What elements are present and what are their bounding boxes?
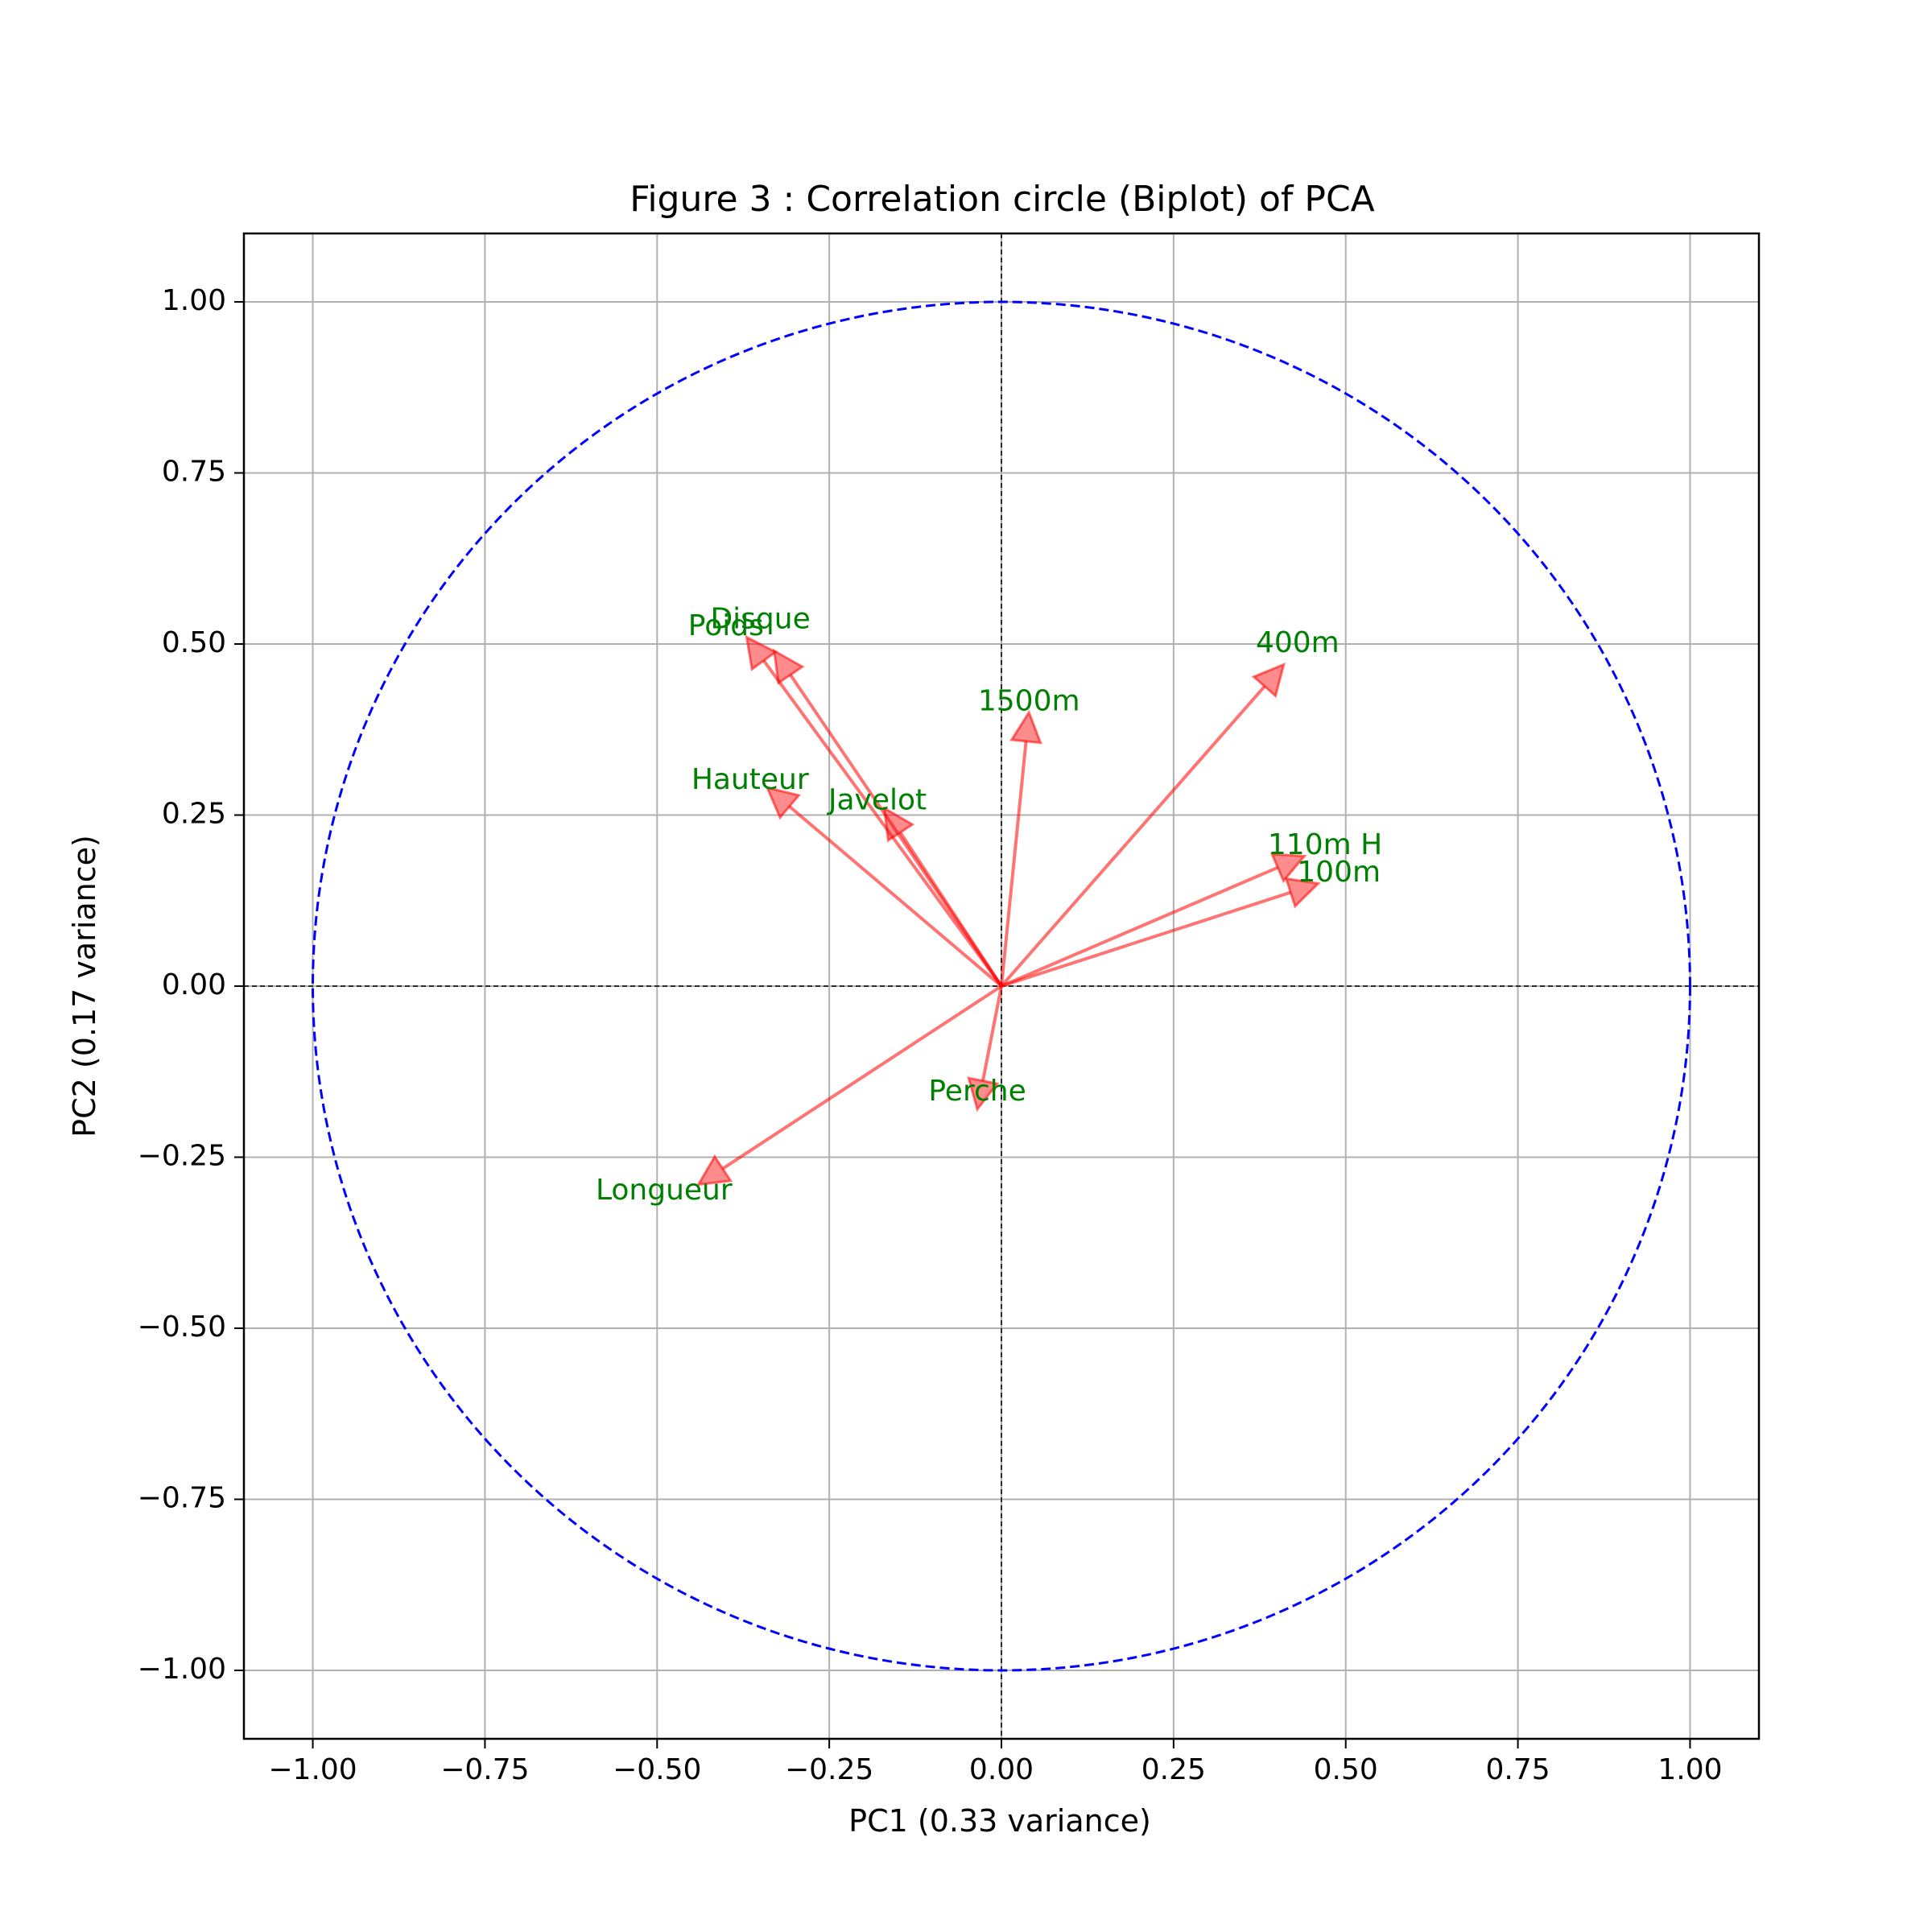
y-tick-label: −0.50 bbox=[138, 1311, 226, 1344]
vector-arrowhead bbox=[1251, 662, 1286, 699]
y-tick-label: −0.75 bbox=[138, 1482, 226, 1515]
vector-arrow-110m-h bbox=[1001, 865, 1279, 988]
unit-circle bbox=[312, 300, 1691, 1672]
y-tick-label: 0.00 bbox=[162, 968, 226, 1001]
x-tick-label: −0.75 bbox=[440, 1753, 529, 1786]
y-tick-label: −0.25 bbox=[138, 1140, 226, 1173]
vector-label: 110m H bbox=[1268, 828, 1382, 861]
vector-label: Longueur bbox=[596, 1174, 733, 1207]
vector-arrowhead bbox=[696, 1154, 733, 1187]
vector-arrowhead bbox=[772, 648, 805, 686]
x-tick-label: −0.25 bbox=[785, 1753, 873, 1786]
x-tick-label: 0.50 bbox=[1314, 1753, 1378, 1786]
y-tick-label: 0.75 bbox=[162, 456, 226, 489]
vector-arrowhead bbox=[765, 786, 801, 820]
vector-arrow-perche bbox=[981, 985, 1003, 1082]
x-tick-label: 0.75 bbox=[1486, 1753, 1550, 1786]
vector-label: Disque bbox=[710, 602, 810, 635]
vector-arrow-hauteur bbox=[788, 805, 1003, 988]
vector-label: Hauteur bbox=[691, 763, 809, 796]
vector-label: 1500m bbox=[978, 684, 1080, 717]
vector-label: Poids bbox=[688, 609, 764, 642]
x-tick-label: −1.00 bbox=[268, 1753, 357, 1786]
vector-label: Javelot bbox=[827, 784, 927, 817]
vector-arrowhead bbox=[1284, 877, 1321, 909]
y-axis-label: PC2 (0.17 variance) bbox=[67, 835, 102, 1137]
vector-arrowhead bbox=[967, 1076, 1000, 1113]
vector-arrowhead bbox=[1269, 852, 1307, 884]
vector-arrow-poids bbox=[762, 659, 1003, 988]
vector-arrowhead bbox=[1009, 709, 1042, 745]
vector-arrow-longueur bbox=[721, 985, 1003, 1170]
vector-arrow-1500m bbox=[1000, 741, 1028, 987]
x-tick-label: −0.50 bbox=[613, 1753, 701, 1786]
y-tick-label: −1.00 bbox=[138, 1653, 226, 1686]
vector-arrowhead bbox=[745, 634, 778, 671]
vector-label: 400m bbox=[1256, 626, 1340, 659]
chart-title: Figure 3 : Correlation circle (Biplot) o… bbox=[630, 179, 1375, 220]
x-tick-label: 0.25 bbox=[1141, 1753, 1206, 1786]
vector-arrow-javelot bbox=[898, 831, 1003, 988]
vector-label: 100m bbox=[1297, 856, 1381, 889]
y-tick-label: 0.25 bbox=[162, 798, 226, 831]
vector-arrowhead bbox=[882, 806, 915, 843]
vector-arrow-100m bbox=[1001, 890, 1291, 988]
y-tick-label: 1.00 bbox=[162, 284, 226, 317]
plot-area: 100m Longueur Poids Hauteur 400m 110m H Disque… bbox=[138, 232, 1761, 1786]
x-axis-label: PC1 (0.33 variance) bbox=[848, 1803, 1151, 1839]
vector-arrow-400m bbox=[1000, 685, 1266, 988]
vector-label: Perche bbox=[928, 1075, 1026, 1108]
x-tick-label: 1.00 bbox=[1657, 1753, 1722, 1786]
y-tick-label: 0.50 bbox=[162, 626, 226, 659]
x-tick-label: 0.00 bbox=[969, 1753, 1034, 1786]
